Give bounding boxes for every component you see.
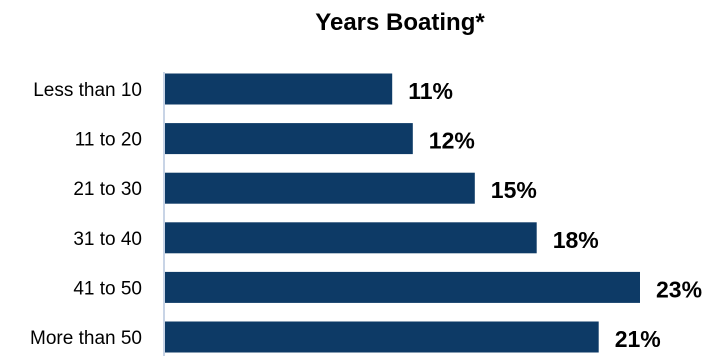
bar-3	[165, 222, 537, 254]
value-label-1: 12%	[429, 128, 475, 154]
value-label-2: 15%	[491, 177, 537, 203]
value-label-5: 21%	[615, 326, 661, 352]
value-label-0: 11%	[408, 78, 453, 104]
category-label-5: More than 50	[30, 328, 142, 349]
bar-4	[165, 271, 640, 303]
category-label-3: 31 to 40	[73, 229, 142, 250]
value-label-4: 23%	[656, 276, 702, 302]
chart-title: Years Boating*	[315, 9, 485, 36]
value-label-3: 18%	[553, 227, 599, 253]
category-label-2: 21 to 30	[73, 179, 142, 200]
bar-1	[165, 123, 413, 155]
bar-2	[165, 172, 475, 204]
category-label-4: 41 to 50	[73, 278, 142, 299]
category-label-0: Less than 10	[33, 80, 142, 101]
category-label-1: 11 to 20	[75, 130, 142, 151]
bars-group	[165, 73, 640, 353]
value-labels-group: 11% 12% 15% 18% 23% 21%	[408, 78, 702, 352]
category-labels-group: Less than 10 11 to 20 21 to 30 31 to 40 41 t…	[30, 80, 142, 349]
bar-5	[165, 321, 599, 353]
bar-0	[165, 73, 393, 105]
